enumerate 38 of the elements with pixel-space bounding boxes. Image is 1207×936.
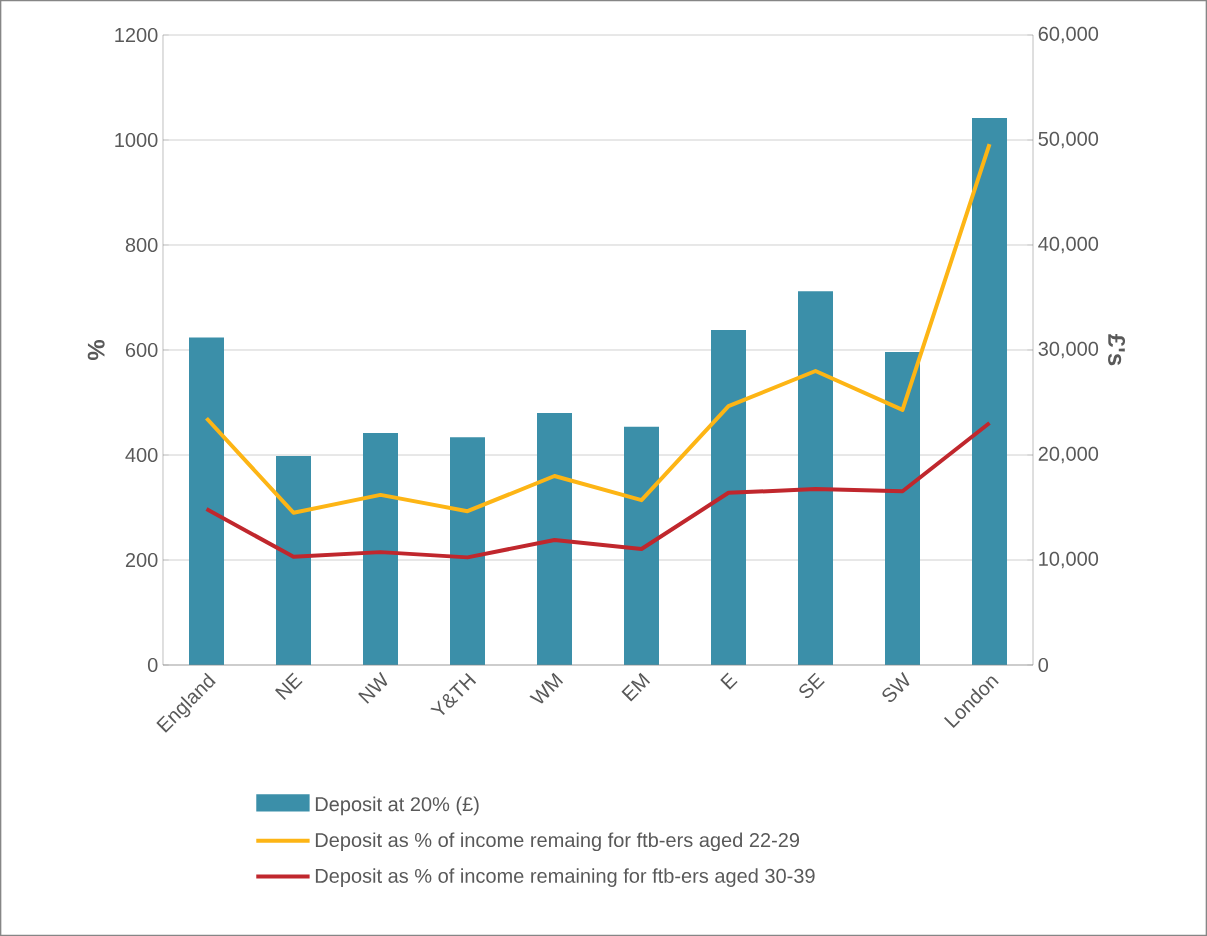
y-tick-label: 200 xyxy=(125,552,158,568)
y-tick-label: 800 xyxy=(125,237,158,253)
bar xyxy=(624,426,659,665)
x-tick-label: SW xyxy=(882,671,910,702)
y2-axis-title: £'s xyxy=(1108,334,1126,366)
y2-tick-label: 10,000 xyxy=(1039,551,1099,569)
y-tick-label: 1000 xyxy=(115,132,158,148)
x-tick-label: E xyxy=(720,672,738,690)
bar xyxy=(711,330,746,665)
y-tick-label: 400 xyxy=(125,447,158,463)
line-series xyxy=(204,142,992,515)
y2-tick-label: 0 xyxy=(1038,657,1049,673)
bar xyxy=(276,456,312,665)
x-tick-label: NW xyxy=(358,671,388,704)
bar xyxy=(450,437,485,665)
legend-label: Deposit as % of income remaining for ftb-ers aged 30-39 xyxy=(315,868,815,887)
x-tick-label: WM xyxy=(529,672,564,704)
y2-tick-label: 50,000 xyxy=(1038,131,1099,149)
y2-tick-label: 30,000 xyxy=(1038,341,1099,359)
y-tick-label: 600 xyxy=(125,342,158,358)
bar xyxy=(363,432,398,665)
line-series xyxy=(204,420,992,560)
x-tick-label: SE xyxy=(799,672,825,699)
y2-tick-label: 40,000 xyxy=(1038,236,1099,254)
y-tick-label: 0 xyxy=(147,657,158,673)
x-tick-label: NE xyxy=(275,672,303,700)
y-axis-title: % xyxy=(87,339,105,361)
bar xyxy=(972,117,1007,665)
legend-label: Deposit as % of income remaing for ftb-ers aged 22-29 xyxy=(315,832,800,852)
bar xyxy=(885,352,921,665)
bar xyxy=(537,413,573,665)
bar xyxy=(798,291,834,665)
y2-tick-label: 60,000 xyxy=(1038,26,1099,44)
y2-tick-label: 20,000 xyxy=(1038,446,1099,464)
x-tick-label: EM xyxy=(621,672,651,702)
y-tick-label: 1200 xyxy=(115,27,158,43)
legend-label: Deposit at 20% (£) xyxy=(315,796,479,816)
bar xyxy=(189,337,224,665)
